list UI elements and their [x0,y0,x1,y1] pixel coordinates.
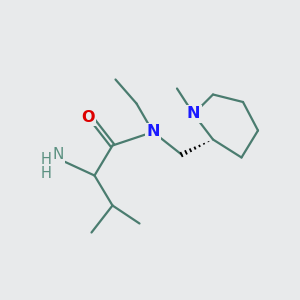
Text: N: N [53,147,64,162]
Text: H: H [41,167,52,182]
Text: N: N [146,124,160,140]
Text: N: N [187,106,200,122]
Text: O: O [81,110,95,124]
Text: H: H [41,152,52,166]
